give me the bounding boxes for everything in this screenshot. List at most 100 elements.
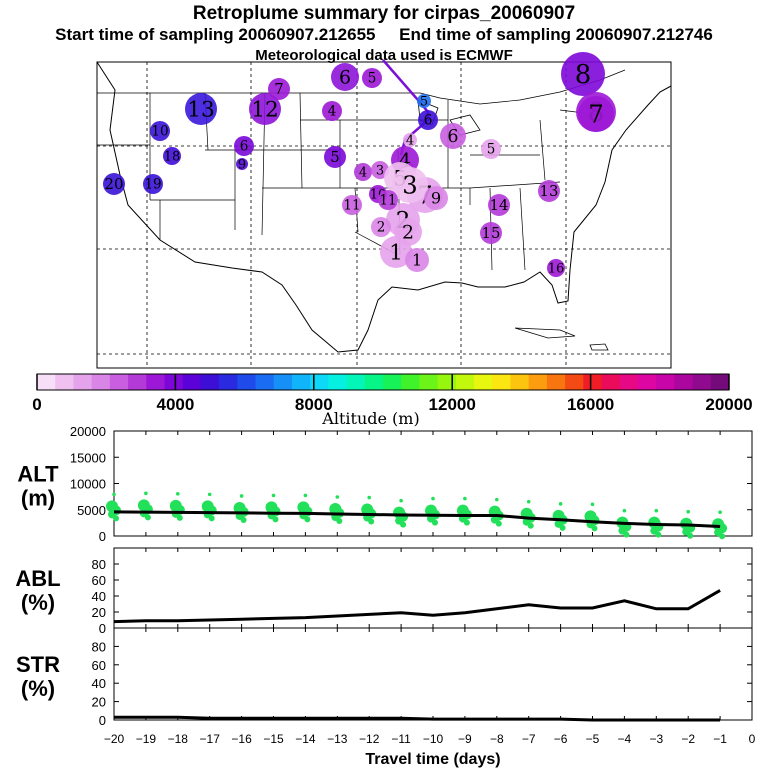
plume-marker-label: 1 bbox=[389, 241, 403, 266]
colorbar-swatch bbox=[619, 374, 639, 390]
panel-frame bbox=[113, 627, 753, 721]
x-axis-title: Travel time (days) bbox=[365, 751, 500, 768]
plume-marker bbox=[578, 96, 614, 132]
plume-marker-label: 16 bbox=[548, 262, 565, 277]
plume-marker bbox=[480, 222, 502, 244]
retroplume-map: 2019181312781096654543265475321910111122… bbox=[96, 52, 672, 369]
y-tick-label: 0 bbox=[99, 529, 106, 544]
state-border bbox=[539, 119, 546, 181]
plume-marker bbox=[392, 167, 428, 203]
coastline bbox=[96, 61, 672, 353]
plume-altitude-point bbox=[144, 514, 151, 521]
state-border bbox=[299, 92, 303, 189]
plume-marker-label: 8 bbox=[575, 60, 592, 90]
state-border bbox=[519, 187, 526, 271]
x-tick-label: −5 bbox=[586, 732, 600, 746]
plume-altitude-point bbox=[336, 518, 343, 524]
plume-marker-label: 10 bbox=[151, 124, 168, 140]
plume-marker bbox=[249, 93, 281, 125]
x-tick-label: −8 bbox=[490, 732, 504, 746]
plume-altitude-point bbox=[304, 516, 311, 523]
plume-altitude-point bbox=[686, 509, 690, 514]
plume-marker-label: 5 bbox=[330, 148, 339, 166]
panel-ylabel-unit: (%) bbox=[21, 590, 55, 615]
met-data-label: Meteorological data used is ECMWF bbox=[255, 47, 513, 64]
colorbar-swatch bbox=[674, 374, 694, 390]
plume-altitude-point bbox=[399, 498, 403, 503]
colorbar-swatch bbox=[419, 374, 439, 390]
plume-marker bbox=[150, 121, 170, 141]
plume-altitude-point bbox=[591, 525, 598, 532]
colorbar-swatch bbox=[291, 374, 311, 390]
colorbar-tick-label: 0 bbox=[32, 395, 41, 414]
plume-marker-label: 11 bbox=[343, 198, 360, 214]
colorbar-swatch bbox=[710, 374, 730, 390]
plume-altitude-point bbox=[687, 532, 694, 539]
plume-marker-label: 13 bbox=[540, 182, 559, 200]
plume-marker bbox=[481, 139, 501, 159]
x-tick-label: −2 bbox=[681, 732, 695, 746]
plume-marker bbox=[394, 218, 422, 246]
plume-marker bbox=[342, 195, 362, 215]
colorbar-swatch bbox=[637, 374, 657, 390]
plume-marker-label: 6 bbox=[240, 139, 249, 155]
colorbar-swatch bbox=[474, 374, 493, 390]
plume-marker bbox=[163, 147, 181, 165]
plume-altitude-point bbox=[495, 520, 502, 527]
panel-ylabel-unit: (m) bbox=[21, 486, 55, 511]
x-tick-label: −18 bbox=[168, 732, 189, 746]
plume-marker bbox=[547, 259, 565, 277]
colorbar-swatch bbox=[346, 374, 366, 390]
x-tick-label: −20 bbox=[104, 732, 125, 746]
plume-altitude-point bbox=[719, 533, 726, 540]
colorbar-swatch bbox=[546, 374, 566, 390]
plume-altitude-point bbox=[431, 496, 435, 501]
plume-marker-label: 1 bbox=[412, 251, 422, 270]
x-tick-label: −15 bbox=[263, 732, 284, 746]
plume-altitude-point bbox=[207, 492, 212, 497]
plume-marker-label: 6 bbox=[424, 113, 433, 129]
plume-altitude-point bbox=[655, 531, 662, 538]
plume-marker-label: 6 bbox=[447, 127, 458, 147]
plume-altitude-point bbox=[303, 493, 308, 498]
plume-altitude-point bbox=[367, 495, 372, 500]
plume-marker-label: 3 bbox=[376, 164, 384, 179]
colorbar-swatch bbox=[492, 374, 511, 390]
plume-altitude-point bbox=[144, 491, 148, 496]
colorbar-swatch bbox=[146, 374, 165, 390]
colorbar-swatch bbox=[273, 374, 293, 390]
panel-ylabel: ABL bbox=[15, 566, 60, 591]
plume-marker bbox=[538, 180, 560, 202]
colorbar-swatch bbox=[128, 374, 147, 390]
plume-marker-label: 7 bbox=[274, 80, 283, 98]
plume-altitude-point bbox=[335, 495, 340, 499]
chart-title: Retroplume summary for cirpas_20060907 bbox=[192, 3, 576, 24]
x-tick-label: −17 bbox=[200, 732, 221, 746]
y-tick-label: 60 bbox=[92, 573, 106, 588]
plume-marker-label: 2 bbox=[377, 220, 386, 236]
plume-marker-label: 20 bbox=[105, 175, 124, 193]
plume-altitude-point bbox=[527, 522, 534, 529]
colorbar-swatch bbox=[55, 374, 74, 390]
plume-marker bbox=[322, 101, 342, 121]
plume-marker-label: 9 bbox=[431, 189, 441, 208]
plume-marker bbox=[417, 94, 431, 108]
plume-marker-label: 4 bbox=[406, 134, 414, 149]
y-tick-label: 0 bbox=[99, 621, 106, 636]
plume-marker bbox=[561, 52, 605, 96]
plume-altitude-point bbox=[272, 516, 279, 523]
plume-altitude-point bbox=[463, 496, 467, 501]
plume-marker bbox=[354, 163, 372, 181]
x-tick-label: −14 bbox=[295, 732, 316, 746]
plume-marker bbox=[234, 136, 254, 156]
plume-altitude-point bbox=[176, 492, 180, 496]
plume-altitude-point bbox=[559, 524, 566, 531]
x-tick-label: −3 bbox=[649, 732, 663, 746]
caribbean-islands bbox=[514, 327, 609, 351]
plume-marker bbox=[488, 194, 510, 216]
colorbar-swatch bbox=[109, 374, 129, 390]
plume-altitude-point bbox=[463, 519, 470, 526]
plume-marker-label: 7 bbox=[588, 100, 603, 129]
colorbar-tick-label: 4000 bbox=[156, 395, 194, 414]
